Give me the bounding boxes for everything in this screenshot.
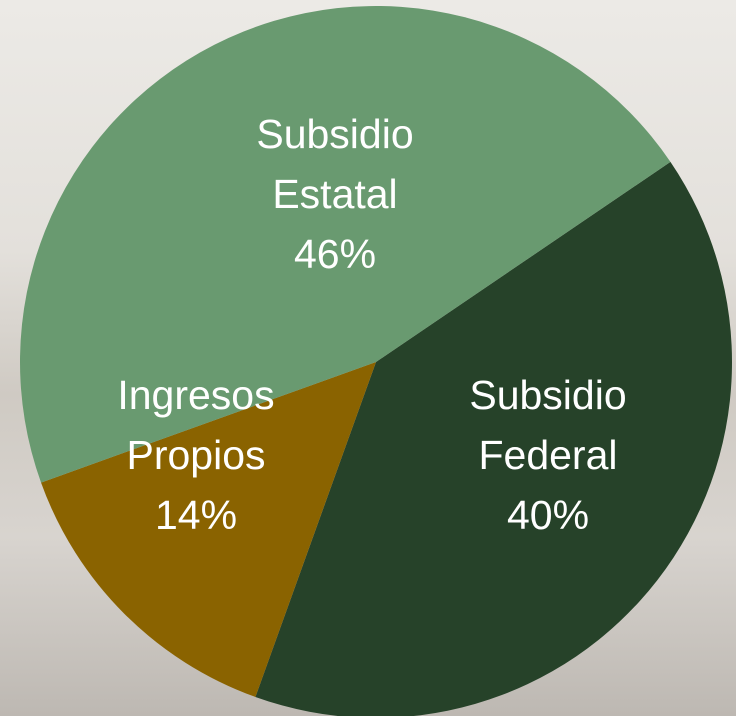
category-label: Subsidio Federal bbox=[469, 372, 627, 478]
category-label: Ingresos Propios bbox=[117, 372, 275, 478]
slice-label: Subsidio Estatal 46% bbox=[220, 104, 450, 284]
category-label: Subsidio Estatal bbox=[256, 111, 414, 217]
value-label: 40% bbox=[506, 492, 590, 538]
slice-label: Subsidio Federal 40% bbox=[433, 365, 663, 545]
pie-slice bbox=[255, 161, 732, 716]
slice-label: Ingresos Propios 14% bbox=[81, 365, 311, 545]
value-label: 14% bbox=[154, 492, 238, 538]
pie-slice bbox=[41, 362, 376, 697]
value-label: 46% bbox=[293, 231, 377, 277]
pie-slice bbox=[19, 5, 671, 483]
